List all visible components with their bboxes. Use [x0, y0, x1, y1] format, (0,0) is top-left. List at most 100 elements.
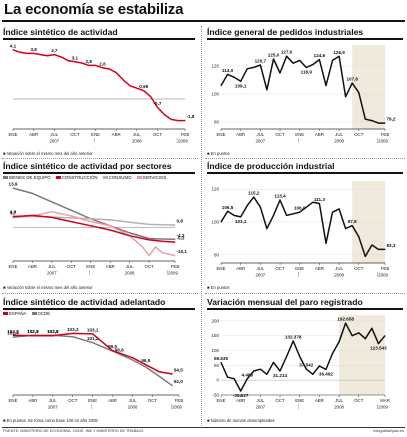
data-label-series-0: 109,1 [235, 83, 247, 88]
year-label: 2008 [334, 405, 344, 410]
y-tick-label: 100 [211, 92, 219, 97]
data-point-series-0 [233, 378, 235, 380]
data-point-servicios [109, 225, 111, 227]
y-tick-label: 120 [211, 64, 219, 69]
data-label-espana: 102,7 [47, 329, 59, 334]
data-point-series-0 [299, 355, 301, 357]
y-tick-label: 80 [214, 252, 220, 257]
data-label-series-0: 111,3 [314, 197, 325, 202]
year-label: 2008 [334, 139, 344, 144]
chart-title: Índice sintético de actividad [3, 27, 118, 37]
data-label-series-0: 113,4 [274, 194, 286, 199]
legend-label: OCDE [37, 311, 51, 316]
x-tick-label: OCT [275, 398, 285, 403]
data-label-series-0: -36.527 [233, 393, 249, 398]
series-line-series-0 [220, 196, 385, 258]
data-point-servicios [51, 211, 53, 213]
chart-title: Índice sintético de actividad adelantado [3, 297, 166, 307]
x-tick-label: JUL [335, 398, 343, 403]
year-label: 2009 [178, 139, 188, 144]
data-point-series-0 [332, 59, 334, 61]
chart-indice-sintetico-actividad: Índice sintético de actividad ENE ABR JUL O… [3, 27, 195, 157]
year-label: 2008 [125, 271, 135, 276]
y-tick-label: 0 [216, 378, 219, 383]
data-point-series-0 [259, 64, 261, 66]
legend-swatch [55, 176, 61, 180]
chart-title: Índice general de pedidos industriales [207, 27, 364, 37]
data-point-espana [158, 371, 160, 373]
chart-note-text: Número de nuevos desempleados [210, 418, 275, 423]
series-line-series-0 [12, 49, 185, 122]
x-tick-label: ENE [91, 132, 100, 137]
data-point-series-0 [266, 373, 268, 375]
data-point-series-0 [233, 76, 235, 78]
data-point-series-0 [345, 96, 347, 98]
year-label: 2007 [47, 271, 57, 276]
legend-swatch [3, 176, 8, 180]
data-point-series-0 [272, 214, 274, 216]
data-point-servicios [148, 255, 150, 257]
data-point-series-0 [19, 51, 21, 53]
data-point-ocde [72, 336, 74, 338]
chart-note: ■ Número de nuevos desempleados [207, 418, 275, 423]
data-point-bienes-de-equipo [174, 238, 176, 240]
legend-swatch [3, 312, 8, 316]
data-point-espana [132, 357, 134, 359]
data-point-series-0 [74, 61, 76, 63]
series-line-bienes-de-equipo [12, 187, 176, 241]
data-point-series-0 [67, 60, 69, 62]
data-label-series-0: 4,1 [10, 43, 17, 48]
data-point-series-0 [279, 199, 281, 201]
data-point-series-0 [351, 225, 353, 227]
x-tick-label: ABR [106, 264, 115, 269]
data-point-series-0 [240, 216, 242, 218]
data-point-series-0 [129, 85, 131, 87]
page-title: La economía se estabiliza [4, 1, 184, 18]
data-point-series-0 [332, 211, 334, 213]
data-point-series-0 [325, 242, 327, 244]
data-point-bienes-de-equipo [12, 187, 14, 189]
chart-legend: ESPAÑA OCDE [3, 311, 55, 316]
data-label-series-0: 114,0 [222, 68, 234, 73]
chart-plot: 120 100 80 ENE ABR JUL OCT ENE ABR JUL OCT FEB 2007 2… [211, 45, 396, 144]
series-line-servicios [12, 210, 176, 257]
data-point-espana [92, 333, 94, 335]
data-point-ocde [105, 347, 107, 349]
data-point-ocde [12, 336, 14, 338]
chart-title: Índice sintético de actividad por sector… [3, 161, 172, 171]
chart-note-text: En puntos [210, 151, 230, 156]
x-tick-label: ENE [295, 398, 304, 403]
y-tick-label: 120 [211, 187, 219, 192]
data-label-ocde: 101,2 [87, 336, 99, 341]
data-point-series-0 [279, 72, 281, 74]
data-label-series-0: 31.214 [273, 373, 287, 378]
row-divider-left-1 [2, 158, 198, 159]
data-point-series-0 [122, 79, 124, 81]
x-tick-label: OCT [275, 132, 285, 137]
data-point-construccion [70, 221, 72, 223]
data-label-series-0: 123.543 [370, 346, 387, 351]
data-point-construccion [51, 216, 53, 218]
x-tick-label: JUL [133, 132, 141, 137]
data-point-series-0 [177, 120, 179, 122]
data-point-series-0 [259, 368, 261, 370]
data-label-ocde: 98,8 [115, 347, 124, 352]
x-tick-label: OCT [354, 266, 364, 271]
data-label-espana: 99,5 [108, 344, 117, 349]
data-point-series-0 [227, 210, 229, 212]
data-label-series-0: 115,2 [248, 191, 260, 196]
data-point-series-0 [377, 248, 379, 250]
chart-paro-registrado: Variación mensual del paro registrado 20… [207, 297, 403, 425]
data-point-series-0 [246, 68, 248, 70]
data-label-series-0: 125,0 [268, 53, 280, 58]
data-point-bienes-de-equipo [70, 209, 72, 211]
chart-produccion-industrial: Índice de producción industrial 120 100 80… [207, 161, 403, 291]
x-tick-label: ENE [88, 398, 97, 403]
x-tick-label: ENE [216, 266, 225, 271]
data-point-consumo [174, 224, 176, 226]
data-point-series-0 [60, 56, 62, 58]
y-tick-label: 100 [211, 348, 219, 353]
data-point-consumo [148, 223, 150, 225]
chart-note-text: En puntos. Se toma como base 100 en año … [6, 418, 98, 423]
data-point-series-0 [184, 120, 186, 122]
